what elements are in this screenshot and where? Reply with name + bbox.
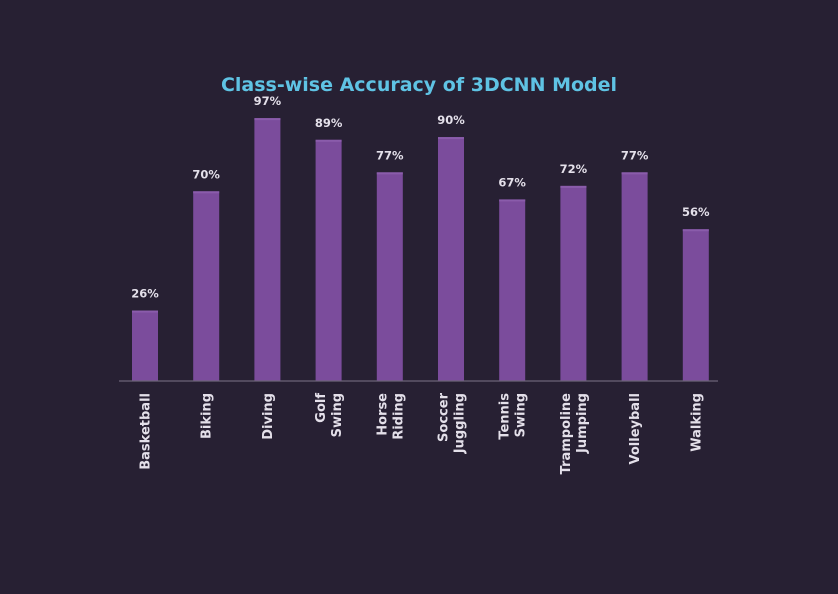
bar-top-highlight — [315, 139, 342, 142]
bar-value-label: 77% — [621, 148, 649, 162]
bar — [193, 191, 220, 381]
category-label-line: Volleyball — [628, 393, 643, 464]
bar-top-highlight — [438, 137, 464, 140]
category-label: TrampolineJumping — [559, 393, 590, 475]
category-label-line: Swing — [330, 393, 345, 437]
category-label-line: Horse — [375, 393, 390, 436]
category-label: Basketball — [139, 393, 154, 470]
bar — [376, 172, 403, 381]
category-label: GolfSwing — [314, 393, 345, 438]
bar-value-label: 89% — [315, 116, 343, 130]
bar-value-label: 90% — [437, 113, 465, 127]
category-label-line: Golf — [314, 393, 329, 423]
bar — [254, 118, 281, 381]
bar — [560, 185, 587, 381]
category-label-line: Trampoline — [559, 393, 574, 475]
bar-top-highlight — [682, 229, 709, 232]
category-label-line: Jumping — [575, 393, 590, 454]
bar-top-highlight — [132, 310, 158, 313]
category-label: Biking — [200, 393, 215, 439]
bar-top-highlight — [254, 118, 281, 121]
category-label-line: Basketball — [139, 393, 154, 470]
bar — [499, 199, 526, 381]
bar — [682, 229, 709, 381]
category-label-line: Biking — [200, 393, 215, 439]
category-label: Walking — [689, 393, 704, 452]
bar-top-highlight — [376, 172, 403, 175]
category-label: HorseRiding — [375, 393, 406, 440]
category-label-line: Diving — [261, 393, 276, 440]
bar-value-label: 56% — [682, 205, 710, 219]
bar-top-highlight — [560, 185, 587, 188]
bar-value-label: 26% — [131, 287, 159, 301]
bar-top-highlight — [193, 191, 220, 194]
category-label: TennisSwing — [498, 393, 529, 440]
bar-top-highlight — [621, 172, 648, 175]
bar — [315, 139, 342, 381]
category-label: Volleyball — [628, 393, 643, 464]
category-label: SoccerJuggling — [437, 392, 468, 454]
bar-value-label: 97% — [254, 94, 282, 108]
category-label-line: Tennis — [498, 393, 513, 440]
bar-value-label: 77% — [376, 148, 404, 162]
category-label-line: Riding — [391, 393, 406, 440]
bar — [132, 310, 158, 381]
category-label-line: Juggling — [453, 393, 468, 454]
category-label: Diving — [261, 393, 276, 440]
bar-series: 26%Basketball70%Biking97%Diving89%GolfSw… — [131, 94, 710, 474]
bar-value-label: 72% — [560, 162, 588, 176]
bar-value-label: 67% — [498, 175, 526, 189]
bar-value-label: 70% — [192, 167, 220, 181]
category-label-line: Soccer — [437, 392, 452, 442]
chart-title: Class-wise Accuracy of 3DCNN Model — [221, 74, 617, 96]
category-label-line: Swing — [514, 393, 529, 437]
bar-top-highlight — [499, 199, 526, 202]
category-label-line: Walking — [689, 393, 704, 452]
bar — [438, 137, 464, 381]
bar — [621, 172, 648, 381]
